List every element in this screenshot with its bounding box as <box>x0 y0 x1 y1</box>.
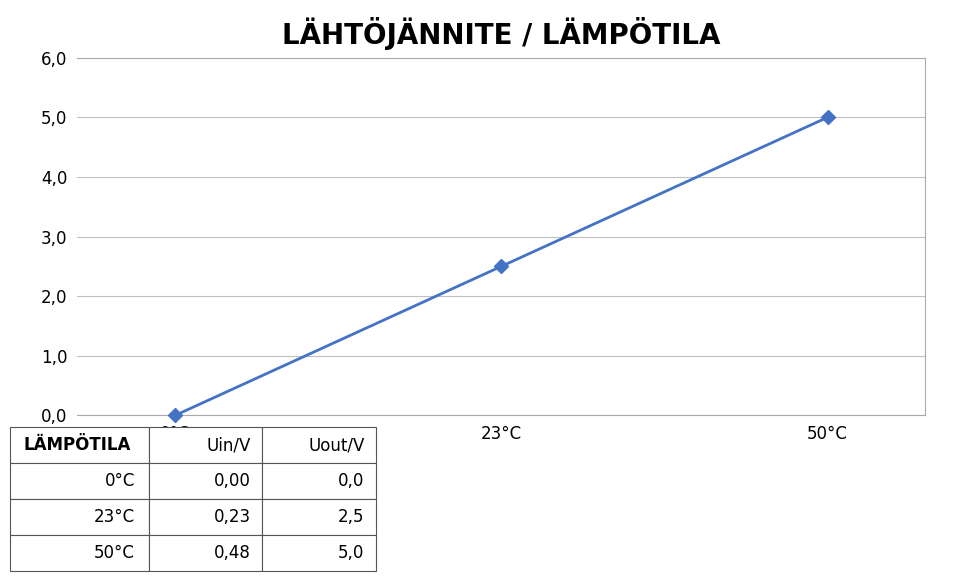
Title: LÄHTÖJÄNNITE / LÄMPÖTILA: LÄHTÖJÄNNITE / LÄMPÖTILA <box>282 17 720 50</box>
